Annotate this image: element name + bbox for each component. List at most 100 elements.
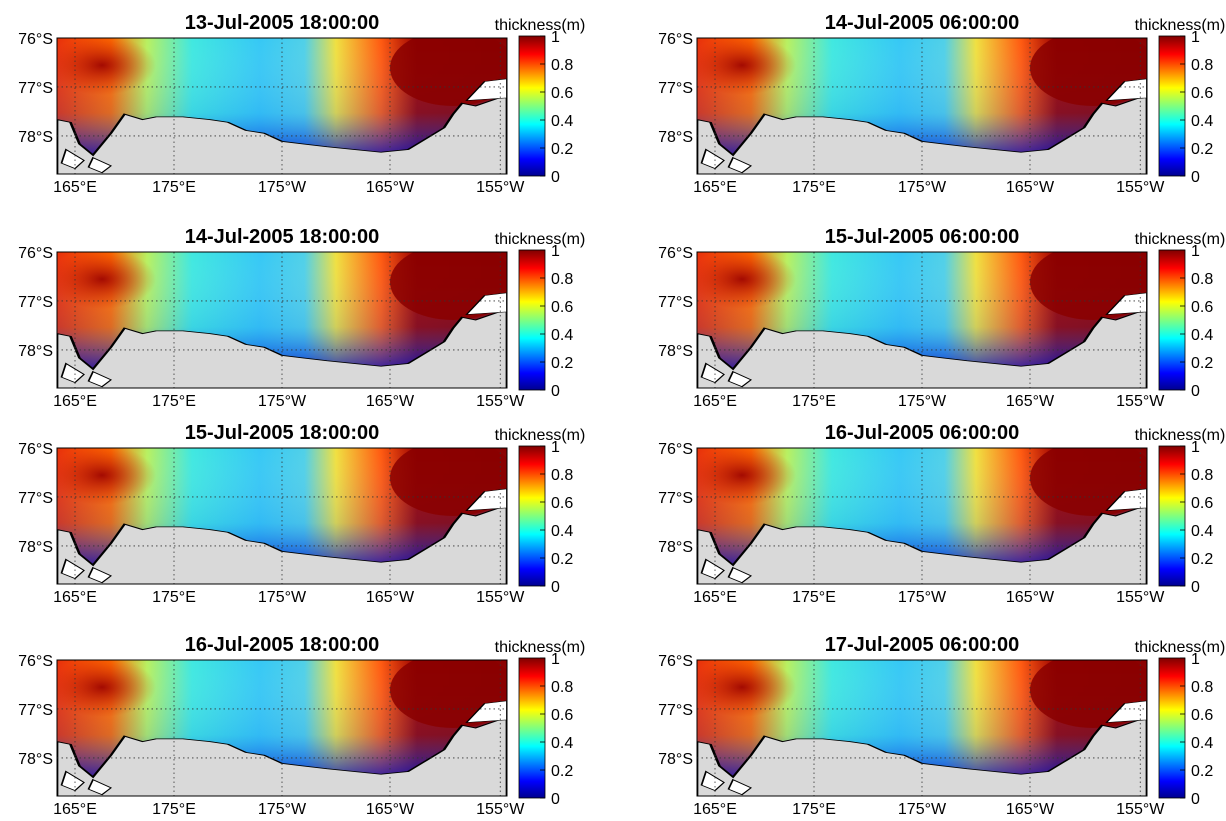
colorbar-tick-label: 0.6 (1191, 299, 1213, 316)
map-frame (56, 251, 508, 389)
colorbar-tick-label: 0.4 (551, 113, 573, 130)
lon-tick-label: 175°E (792, 393, 836, 410)
map-frame (56, 447, 508, 585)
lon-tick-label: 175°W (898, 393, 947, 410)
colorbar-tick-label: 0.6 (1191, 495, 1213, 512)
lon-tick-label: 165°W (366, 589, 415, 606)
lat-tick-label: 78°S (658, 129, 693, 146)
lon-tick-label: 175°W (898, 179, 947, 196)
colorbar-tick-label: 0 (1191, 383, 1200, 400)
colorbar: thickness(m) 0 0.2 0.4 0.6 0.8 1 (1135, 17, 1226, 186)
colorbar-tick-label: 0 (551, 169, 560, 186)
map-panel: 15-Jul-2005 06:00:00 76°S 77°S 78°S 165°E 175… (658, 226, 1225, 410)
lat-tick-label: 76°S (18, 31, 53, 48)
colorbar-tick-label: 0 (551, 791, 560, 808)
lat-tick-label: 77°S (18, 490, 53, 507)
colorbar-tick-label: 1 (551, 439, 560, 456)
colorbar-tick-label: 0.8 (1191, 679, 1213, 696)
lon-tick-label: 175°E (152, 589, 196, 606)
lon-tick-label: 165°E (53, 179, 97, 196)
lon-tick-label: 165°E (693, 393, 737, 410)
lon-tick-label: 165°E (53, 589, 97, 606)
panel-title: 13-Jul-2005 18:00:00 (185, 12, 380, 34)
panel-title: 15-Jul-2005 18:00:00 (185, 422, 380, 444)
lon-tick-label: 175°W (258, 393, 307, 410)
map-panel: 17-Jul-2005 06:00:00 76°S 77°S 78°S 165°E 175… (658, 634, 1225, 818)
colorbar-label: thickness(m) (1135, 17, 1226, 34)
map-frame (696, 659, 1148, 797)
lat-tick-label: 77°S (658, 490, 693, 507)
lat-tick-label: 76°S (658, 653, 693, 670)
colorbar: thickness(m) 0 0.2 0.4 0.6 0.8 1 (1135, 639, 1226, 808)
colorbar-tick-label: 0.8 (551, 467, 573, 484)
lon-tick-label: 155°W (1116, 589, 1165, 606)
colorbar-tick-label: 0.2 (1191, 551, 1213, 568)
colorbar-tick-label: 0.4 (551, 327, 573, 344)
map-panel: 15-Jul-2005 18:00:00 76°S 77°S 78°S 165°E 175… (18, 422, 585, 606)
map-panel: 14-Jul-2005 18:00:00 76°S 77°S 78°S 165°E 175… (18, 226, 585, 410)
colorbar-tick-label: 0 (551, 383, 560, 400)
lat-tick-label: 76°S (658, 441, 693, 458)
colorbar: thickness(m) 0 0.2 0.4 0.6 0.8 1 (495, 427, 586, 596)
colorbar-tick-label: 0.8 (551, 57, 573, 74)
lon-tick-label: 175°E (152, 179, 196, 196)
map-panel: 16-Jul-2005 06:00:00 76°S 77°S 78°S 165°E 175… (658, 422, 1225, 606)
lon-tick-label: 165°W (1006, 179, 1055, 196)
lon-tick-label: 165°E (693, 589, 737, 606)
lon-tick-label: 155°W (476, 589, 525, 606)
colorbar-tick-label: 0.6 (1191, 85, 1213, 102)
map-frame (56, 659, 508, 797)
lon-tick-label: 165°E (53, 393, 97, 410)
lat-tick-label: 77°S (658, 294, 693, 311)
panel-title: 16-Jul-2005 18:00:00 (185, 634, 380, 656)
colorbar-tick-label: 0.2 (1191, 141, 1213, 158)
colorbar-label: thickness(m) (1135, 639, 1226, 656)
colorbar-tick-label: 1 (551, 243, 560, 260)
lat-tick-label: 78°S (658, 539, 693, 556)
colorbar-tick-label: 1 (1191, 243, 1200, 260)
colorbar-tick-label: 0.2 (551, 141, 573, 158)
colorbar-label: thickness(m) (1135, 427, 1226, 444)
colorbar-tick-label: 0.6 (1191, 707, 1213, 724)
colorbar-tick-label: 0.2 (551, 355, 573, 372)
lon-tick-label: 165°W (366, 393, 415, 410)
lon-tick-label: 175°E (792, 589, 836, 606)
lat-tick-label: 78°S (658, 751, 693, 768)
lon-tick-label: 165°E (53, 801, 97, 818)
map-frame (696, 447, 1148, 585)
lon-tick-label: 165°E (693, 179, 737, 196)
lon-tick-label: 175°W (258, 801, 307, 818)
colorbar-tick-label: 0.2 (551, 763, 573, 780)
colorbar-tick-label: 0.6 (551, 707, 573, 724)
lat-tick-label: 78°S (18, 129, 53, 146)
lon-tick-label: 175°E (792, 179, 836, 196)
map-frame (696, 251, 1148, 389)
colorbar-label: thickness(m) (1135, 231, 1226, 248)
lon-tick-label: 175°E (792, 801, 836, 818)
lat-tick-label: 76°S (18, 441, 53, 458)
map-panel: 14-Jul-2005 06:00:00 76°S 77°S 78°S 165°E 175… (658, 12, 1225, 196)
lat-tick-label: 77°S (18, 702, 53, 719)
colorbar: thickness(m) 0 0.2 0.4 0.6 0.8 1 (495, 231, 586, 400)
lon-tick-label: 155°W (1116, 393, 1165, 410)
lat-tick-label: 77°S (658, 702, 693, 719)
lon-tick-label: 155°W (476, 179, 525, 196)
lat-tick-label: 76°S (658, 245, 693, 262)
colorbar-tick-label: 0.4 (551, 523, 573, 540)
lon-tick-label: 175°W (258, 179, 307, 196)
lon-tick-label: 165°E (693, 801, 737, 818)
lon-tick-label: 165°W (1006, 393, 1055, 410)
colorbar: thickness(m) 0 0.2 0.4 0.6 0.8 1 (495, 639, 586, 808)
lat-tick-label: 77°S (18, 80, 53, 97)
colorbar-tick-label: 1 (1191, 29, 1200, 46)
map-frame (56, 37, 508, 175)
lon-tick-label: 155°W (1116, 179, 1165, 196)
panel-title: 14-Jul-2005 06:00:00 (825, 12, 1020, 34)
panel-title: 17-Jul-2005 06:00:00 (825, 634, 1020, 656)
colorbar: thickness(m) 0 0.2 0.4 0.6 0.8 1 (1135, 427, 1226, 596)
map-panel: 13-Jul-2005 18:00:00 76°S 77°S 78°S 165°E 175… (18, 12, 585, 196)
lat-tick-label: 77°S (658, 80, 693, 97)
colorbar-label: thickness(m) (495, 17, 586, 34)
lon-tick-label: 165°W (366, 179, 415, 196)
panel-title: 16-Jul-2005 06:00:00 (825, 422, 1020, 444)
